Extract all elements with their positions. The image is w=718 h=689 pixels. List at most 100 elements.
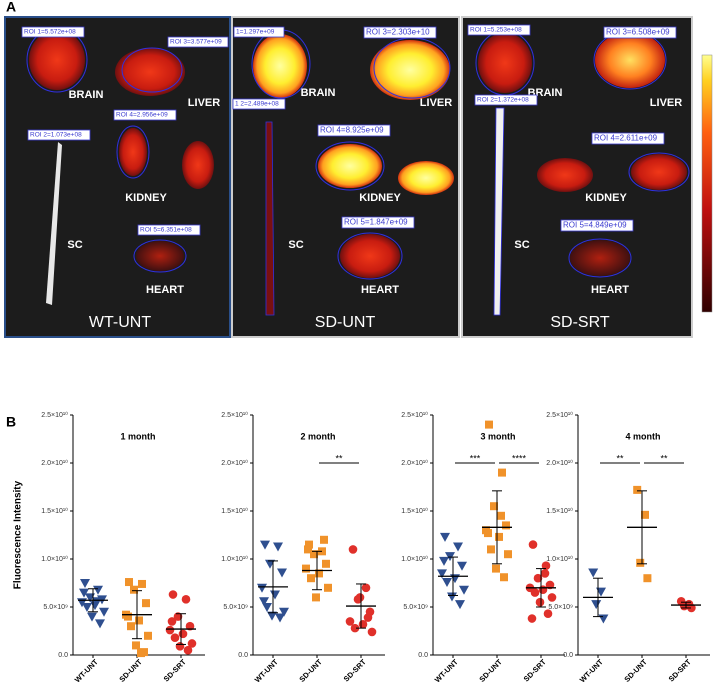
data-point: [598, 614, 609, 624]
y-tick-label: 5.0×10⁹: [548, 604, 573, 611]
x-tick-label: WT-UNT: [578, 657, 605, 684]
organ: [136, 241, 184, 271]
y-tick-label: 5.0×10⁹: [403, 604, 428, 611]
data-point: [168, 590, 178, 599]
data-point: [447, 592, 457, 602]
data-point: [175, 642, 185, 651]
organ: [631, 154, 687, 190]
data-point: [457, 561, 467, 571]
roi-label: ROI 3=6.508e+09: [603, 26, 677, 39]
data-point: [87, 612, 97, 622]
panel-label: B: [6, 414, 16, 430]
roi-label: ROI 2=1.073e+08: [27, 129, 91, 141]
x-tick-label: WT-UNT: [433, 657, 460, 684]
roi-label: ROI 4=2.611e+09: [591, 132, 665, 145]
data-point: [273, 542, 283, 552]
roi-text: ROI 1=5.253e+08: [470, 27, 522, 34]
roi-label: ROI 1=5.572e+08: [21, 26, 85, 38]
roi-text: ROI 3=6.508e+09: [606, 28, 670, 37]
y-tick-label: 2.5×10¹⁰: [221, 411, 248, 419]
data-point: [459, 585, 469, 595]
data-point: [500, 573, 508, 582]
data-point: [498, 468, 506, 477]
organ: [340, 234, 400, 278]
organ: [119, 128, 147, 176]
organ: [537, 158, 593, 192]
x-tick-label: SD-SRT: [667, 657, 693, 683]
y-tick-label: 1.0×10¹⁰: [41, 555, 68, 563]
data-point: [541, 561, 551, 571]
organ-label: LIVER: [188, 97, 220, 109]
y-tick-label: 2.0×10¹⁰: [546, 459, 573, 467]
organ: [370, 40, 450, 100]
data-point: [80, 579, 90, 588]
data-point: [267, 611, 277, 621]
organ-label: LIVER: [420, 97, 452, 109]
roi-label: ROI 1=5.253e+08: [467, 24, 531, 36]
x-tick-label: SD-UNT: [477, 657, 504, 684]
organ-label: BRAIN: [69, 89, 104, 101]
roi-outline: [133, 239, 187, 273]
x-tick-label: SD-SRT: [162, 657, 188, 683]
data-point: [312, 593, 320, 602]
data-point: [302, 564, 310, 573]
y-tick-label: 1.5×10¹⁰: [41, 507, 68, 515]
data-point: [320, 535, 328, 544]
spinal-cord: [46, 142, 62, 305]
data-point: [495, 532, 503, 541]
organ: [570, 240, 630, 276]
organ-label: HEART: [361, 284, 399, 296]
data-point: [99, 607, 109, 617]
data-point: [679, 601, 689, 611]
data-point: [322, 559, 330, 568]
data-point: [588, 568, 599, 578]
roi-text: 1=1.297e+09: [236, 29, 275, 36]
y-tick-label: 0.0: [418, 652, 428, 659]
color-bar: [701, 54, 713, 313]
y-tick-label: 5.0×10⁹: [223, 604, 248, 611]
organ-label: SC: [67, 239, 82, 251]
roi-outline: [337, 232, 403, 280]
roi-label: ROI 2=1.372e+08: [474, 94, 538, 106]
roi-outline: [121, 47, 183, 93]
organ: [595, 32, 665, 88]
data-point: [183, 645, 193, 655]
y-tick-label: 2.5×10¹⁰: [546, 411, 573, 419]
y-axis-title: Fluorescence Intensity: [13, 480, 24, 589]
data-point: [137, 649, 145, 658]
roi-outline: [628, 152, 690, 192]
spinal-cord: [493, 107, 505, 316]
data-point: [538, 585, 548, 595]
y-tick-label: 1.0×10¹⁰: [221, 555, 248, 563]
organ: [182, 141, 214, 189]
data-point: [165, 625, 175, 635]
significance-label: ****: [512, 453, 527, 463]
roi-label: ROI 4=2.956e+09: [113, 109, 177, 121]
roi-text: ROI 3=3.577e+09: [170, 39, 222, 46]
y-tick-label: 0.0: [563, 652, 573, 659]
spinal-cord: [265, 121, 275, 316]
y-tick-label: 2.5×10¹⁰: [401, 411, 428, 419]
data-point: [270, 590, 280, 600]
organ-label: SC: [288, 239, 303, 251]
data-point: [82, 603, 92, 612]
data-point: [437, 569, 447, 579]
chart-title: 2 month: [301, 431, 336, 441]
data-point: [95, 619, 105, 629]
data-point: [259, 597, 269, 607]
y-tick-label: 2.5×10¹⁰: [41, 411, 68, 419]
roi-label: ROI 5=1.847e+09: [341, 216, 415, 229]
data-point: [350, 623, 360, 633]
data-point: [439, 556, 449, 566]
data-point: [127, 622, 135, 631]
data-point: [144, 631, 152, 640]
data-point: [135, 616, 143, 625]
y-tick-label: 2.0×10¹⁰: [221, 459, 248, 467]
data-point: [487, 545, 495, 554]
data-point: [643, 574, 652, 583]
data-point: [178, 629, 188, 639]
data-point: [138, 579, 146, 588]
data-point: [132, 641, 140, 650]
data-point: [687, 603, 696, 613]
